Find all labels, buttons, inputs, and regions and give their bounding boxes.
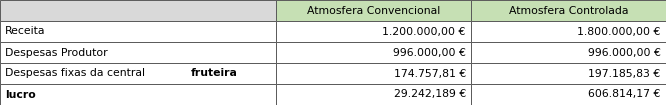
Bar [0,84,276,105]
Text: fruteira: fruteira [190,68,237,79]
Text: Receita: Receita [5,26,46,37]
Text: 996.000,00 €: 996.000,00 € [393,47,466,58]
Text: 29.242,189 €: 29.242,189 € [394,89,466,100]
Bar [0,0,276,21]
Text: 1.800.000,00 €: 1.800.000,00 € [577,26,661,37]
Text: Despesas Produtor: Despesas Produtor [5,47,108,58]
Bar [472,42,666,63]
Text: lucro: lucro [5,89,36,100]
Bar [276,84,472,105]
Bar [276,63,472,84]
Bar [0,21,276,42]
Bar [472,63,666,84]
Text: 1.200.000,00 €: 1.200.000,00 € [382,26,466,37]
Bar [472,84,666,105]
Text: 174.757,81 €: 174.757,81 € [394,68,466,79]
Bar [276,21,472,42]
Bar [276,0,472,21]
Text: 197.185,83 €: 197.185,83 € [589,68,661,79]
Text: 996.000,00 €: 996.000,00 € [588,47,661,58]
Bar [472,0,666,21]
Text: Despesas fixas da central: Despesas fixas da central [5,68,149,79]
Bar [0,42,276,63]
Text: Atmosfera Convencional: Atmosfera Convencional [307,5,440,16]
Bar [472,21,666,42]
Bar [0,63,276,84]
Text: 606.814,17 €: 606.814,17 € [588,89,661,100]
Text: Atmosfera Controlada: Atmosfera Controlada [509,5,628,16]
Bar [276,42,472,63]
